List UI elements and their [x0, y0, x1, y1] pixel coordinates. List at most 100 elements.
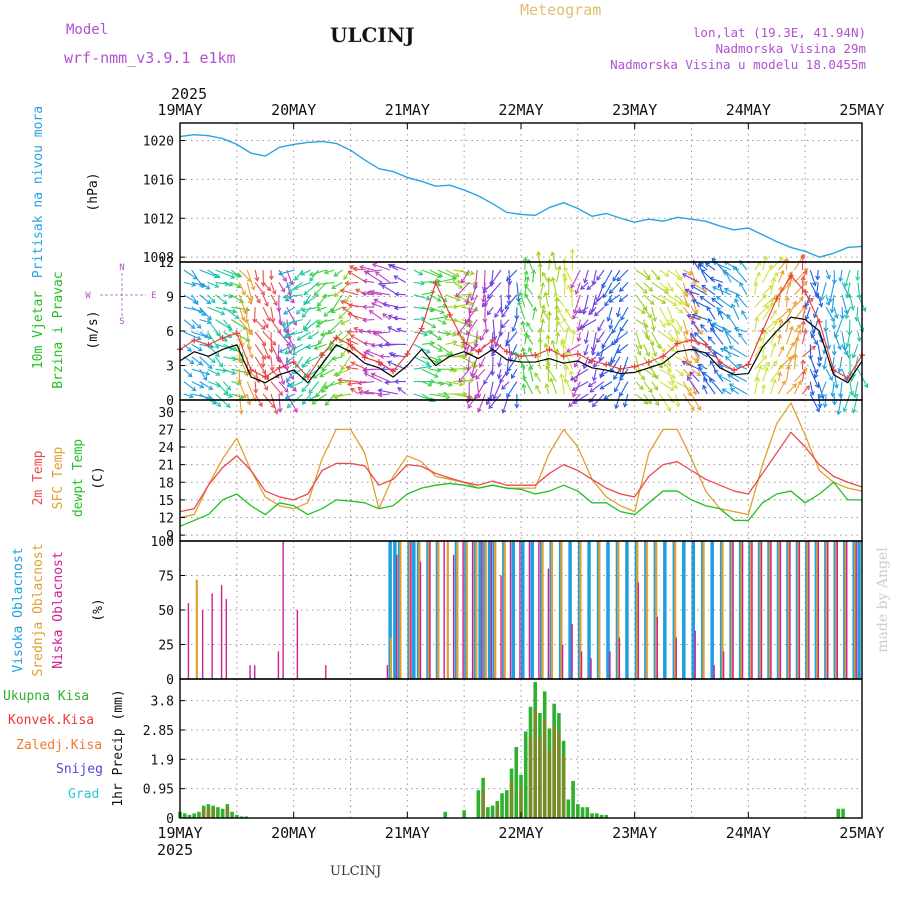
wind-arrow-head: [818, 393, 824, 399]
compass-icon: N S W E: [85, 263, 156, 327]
wind-arrow-head: [832, 400, 838, 406]
cloud-high-bar: [710, 541, 714, 679]
wind-arrow: [635, 344, 641, 356]
wind-arrow: [483, 368, 494, 385]
wind-arrow: [183, 368, 193, 378]
wind-arrow-head: [308, 271, 314, 277]
wind-arrow-head: [492, 394, 498, 400]
wind-arrow-head: [856, 337, 862, 343]
wind-arrow-head: [544, 356, 550, 362]
wind-arrow-head: [563, 266, 569, 272]
wind-arrow-head: [285, 358, 291, 363]
wind-arrow: [302, 368, 319, 381]
wind-arrow: [300, 269, 311, 276]
wind-arrow-head: [511, 327, 517, 333]
wind-arrow-head: [430, 379, 435, 385]
wind-arrow-head: [855, 276, 861, 282]
wind-arrow-head: [285, 283, 291, 288]
cloud-low-bar: [855, 541, 857, 679]
precip-conv-bar: [206, 807, 211, 818]
wind-arrow-head: [620, 315, 625, 321]
wind-arrow: [611, 344, 621, 363]
wind-arrow-head: [300, 307, 306, 313]
wind-arrow-head: [550, 339, 556, 345]
wind-arrow: [698, 364, 708, 370]
wind-arrow: [466, 393, 470, 404]
wind-arrow-head: [311, 400, 317, 405]
wind-arrow: [659, 294, 677, 306]
wind-arrow: [331, 281, 343, 289]
wind-arrow-head: [349, 334, 355, 339]
wind-arrow-head: [467, 323, 473, 329]
wind-arrow-head: [347, 312, 353, 318]
wind-arrow-head: [427, 381, 433, 387]
wind-arrow: [437, 343, 453, 356]
wind-arrow: [231, 319, 247, 330]
wind-arrow-head: [691, 313, 697, 318]
wind-arrow-head: [734, 298, 739, 304]
wind-arrow: [615, 393, 621, 409]
cloud-low-bar: [561, 644, 564, 679]
wind-arrow-head: [561, 272, 567, 277]
wind-arrow-head: [721, 269, 727, 275]
xtick-label-bottom: 19MAY: [157, 824, 202, 842]
wind-arrow-head: [822, 365, 828, 371]
cloud-low-bar: [675, 637, 677, 679]
wind-arrow: [351, 362, 367, 370]
wind-arrow-head: [556, 265, 562, 271]
cloud-ylabel-low: Niska Oblacnost: [51, 551, 66, 668]
wind-arrow-head: [580, 285, 585, 290]
wind-arrow-head: [337, 377, 343, 383]
wind-arrow: [570, 368, 589, 381]
wind-arrow: [270, 269, 273, 280]
wind-arrow: [282, 319, 303, 325]
wind-arrow: [246, 282, 253, 301]
cloud-mid-bar: [787, 541, 790, 679]
wind-arrow-head: [256, 298, 261, 304]
wind-arrow-head: [323, 269, 329, 275]
wind-arrow-head: [458, 284, 464, 289]
lonlat-text: lon,lat (19.3E, 41.94N): [693, 25, 866, 40]
wind-arrow: [583, 294, 589, 314]
wind-arrow-head: [640, 309, 646, 314]
wind-arrow-head: [778, 318, 784, 324]
wind-arrow: [604, 294, 613, 307]
wind-arrow-head: [333, 292, 339, 298]
wind-arrow-head: [323, 312, 329, 317]
wind-arrow-head: [479, 362, 484, 368]
cloud-low-bar: [396, 554, 398, 679]
wind-arrow: [305, 294, 319, 304]
wind-arrow: [794, 368, 808, 382]
wind-arrow: [453, 302, 473, 308]
wind-arrow-head: [448, 381, 454, 387]
wind-arrow: [585, 331, 589, 344]
wind-arrow-head: [845, 342, 851, 348]
wind-arrow-head: [438, 272, 444, 278]
wind-arrow-head: [247, 328, 253, 334]
wind-arrow: [461, 331, 481, 340]
wind-arrow: [183, 306, 203, 313]
wind-arrow: [286, 381, 296, 388]
wind-arrow-head: [292, 350, 298, 356]
wind-arrow: [348, 313, 367, 321]
wind-arrow-head: [701, 371, 707, 377]
wind-arrow: [762, 302, 775, 320]
wind-arrow: [231, 393, 244, 399]
wind-arrow: [659, 393, 671, 412]
wind-arrow-head: [537, 294, 543, 300]
wind-arrow: [702, 385, 708, 395]
wind-arrow: [199, 294, 211, 305]
wind-arrow-head: [455, 292, 461, 298]
cloud-low-bar: [462, 541, 464, 679]
wind-arrow-head: [792, 383, 797, 389]
wind-arrow: [370, 291, 391, 296]
cloud-low-bar: [443, 541, 445, 679]
cloud-low-bar: [808, 541, 810, 679]
wind-arrow: [825, 368, 833, 381]
wind-arrow: [724, 288, 740, 296]
wind-arrow-head: [501, 323, 506, 329]
wind-arrow: [464, 331, 470, 351]
wind-arrow: [770, 297, 774, 308]
cloud-mid-bar: [503, 541, 506, 679]
wind-arrow: [834, 319, 843, 338]
